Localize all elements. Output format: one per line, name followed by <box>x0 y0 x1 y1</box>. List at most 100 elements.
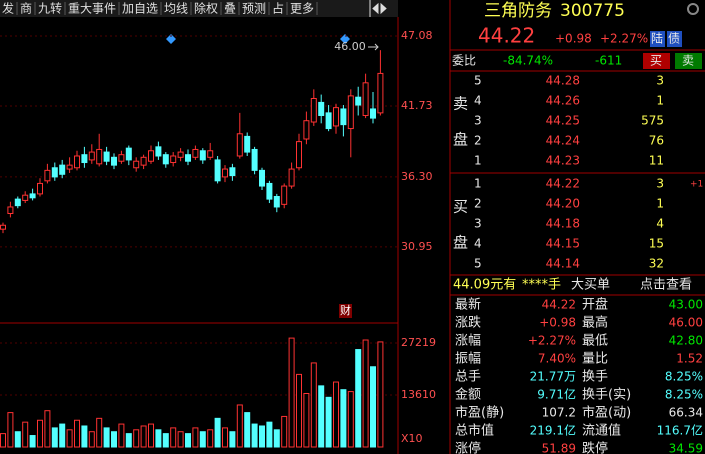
candle-body <box>59 164 66 175</box>
volume-bar <box>259 425 265 448</box>
stat-label: 跌停 <box>582 441 608 454</box>
order-volume: 3 <box>656 177 664 191</box>
stat-value: 43.00 <box>669 298 703 312</box>
volume-bar <box>140 425 147 448</box>
stat-label: 总市值 <box>455 423 494 439</box>
volume-bar <box>59 423 66 448</box>
y-tick-label: 41.73 <box>401 99 433 112</box>
badge-bg <box>650 31 665 47</box>
candle-body <box>199 150 206 161</box>
badge[interactable]: 陆 <box>651 31 663 46</box>
candle-body <box>377 72 384 114</box>
stat-label: 涨停 <box>455 441 481 454</box>
volume-bar <box>74 419 80 448</box>
volume-bar <box>288 337 295 448</box>
buy-button[interactable]: 买 <box>650 54 662 68</box>
toolbar-button[interactable]: 发 <box>2 1 14 16</box>
toolbar-button[interactable]: 九转 <box>38 1 62 16</box>
candle-body <box>44 169 51 182</box>
order-volume: 15 <box>649 237 664 251</box>
candle-body <box>288 168 295 187</box>
stat-label: 开盘 <box>582 297 608 313</box>
buy-btn-bg[interactable] <box>643 53 670 69</box>
volume-bar <box>88 431 95 448</box>
big-order[interactable]: 点击查看 <box>640 277 692 293</box>
settings-icon[interactable] <box>687 3 699 15</box>
level: 3 <box>474 217 482 231</box>
stat-value: 9.71亿 <box>537 387 576 402</box>
order-price: 44.22 <box>546 177 580 191</box>
volume-bar <box>251 423 258 448</box>
side-label: 盘 <box>453 131 468 149</box>
marker-bg[interactable] <box>339 304 352 318</box>
buy-note: +1 <box>690 180 703 190</box>
volume-bar <box>103 427 110 448</box>
volume-bar <box>362 339 369 448</box>
order-price: 44.25 <box>546 114 580 128</box>
volume-bar <box>273 429 280 448</box>
toolbar-button[interactable]: 均线 <box>164 2 188 16</box>
volume-bar <box>229 431 236 448</box>
volume-bar <box>325 396 332 448</box>
candle-body <box>170 155 177 164</box>
toolbar-button[interactable]: 加自选 <box>122 2 158 16</box>
stat-label: 换手(实) <box>582 388 631 403</box>
vol-unit: X10 <box>401 432 423 445</box>
toolbar-button[interactable]: 更多 <box>290 2 314 16</box>
badge[interactable]: 债 <box>668 32 680 46</box>
stat-value: 46.00 <box>669 316 703 330</box>
volume-bar <box>66 429 73 448</box>
volume-bar <box>125 433 132 448</box>
volume-bar <box>177 431 184 448</box>
candle-body <box>236 133 243 157</box>
candle-body <box>155 146 162 157</box>
sell-button[interactable]: 卖 <box>682 54 694 68</box>
candle-body <box>325 112 332 130</box>
volume-bar <box>0 433 6 448</box>
volume-bar <box>199 431 206 448</box>
stat-label: 振幅 <box>455 352 481 367</box>
candle-body <box>14 198 21 207</box>
level: 5 <box>474 257 482 271</box>
toolbar-button[interactable]: 预测 <box>242 2 266 16</box>
level: 2 <box>474 134 482 148</box>
ratio: -84.74% <box>503 54 553 68</box>
toolbar-button[interactable]: 除权 <box>194 1 218 16</box>
order-volume: 76 <box>649 134 664 148</box>
high-annotation: 46.00 <box>334 40 366 53</box>
volume-bar <box>296 373 302 448</box>
candle-body <box>148 150 154 162</box>
candle-body <box>7 206 14 214</box>
candle-body <box>244 135 251 153</box>
candle-body <box>140 156 147 166</box>
vol-tick-label: 27219 <box>401 336 436 349</box>
finance-marker[interactable]: 财 <box>340 303 351 317</box>
stat-value: 8.25% <box>665 388 703 402</box>
change-pct: +2.27% <box>600 32 648 46</box>
volume-bar <box>148 423 154 448</box>
toolbar-button[interactable]: 叠 <box>224 2 236 16</box>
candle-body <box>318 101 325 116</box>
candle-body <box>22 194 29 201</box>
candle-body <box>251 148 258 171</box>
candle-body <box>74 155 80 169</box>
order-volume: 11 <box>649 154 664 168</box>
volume-bar <box>355 349 362 448</box>
stat-label: 涨幅 <box>455 334 481 349</box>
toolbar-button[interactable]: 商 <box>20 1 32 16</box>
volume-bar <box>236 404 243 448</box>
order-price: 44.28 <box>546 74 580 88</box>
volume-bar <box>310 362 317 448</box>
candle-body <box>340 108 347 126</box>
stat-label: 流通值 <box>582 423 621 439</box>
toolbar-button[interactable]: 占 <box>272 1 284 16</box>
candle-body <box>81 154 88 164</box>
toolbar-button[interactable]: 重大事件 <box>68 2 116 16</box>
candle-body <box>266 182 273 200</box>
nav-arrows[interactable] <box>369 0 387 17</box>
volume-bar <box>111 431 117 448</box>
volume-bar <box>7 412 14 448</box>
stat-label: 最高 <box>582 315 608 331</box>
sell-btn-bg[interactable] <box>675 53 702 69</box>
candle-body <box>111 156 117 166</box>
